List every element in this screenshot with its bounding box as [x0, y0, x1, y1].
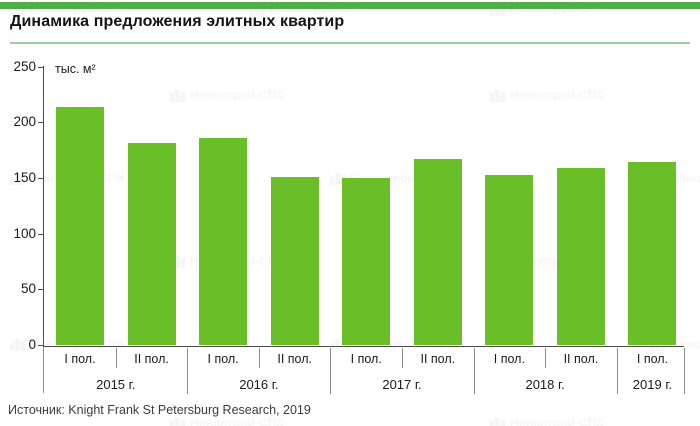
y-axis-tick	[38, 66, 43, 68]
bar-2016-h2	[270, 176, 319, 345]
bar-2015-h1	[56, 106, 104, 345]
watermark-text: Новострой-СПб	[670, 171, 700, 185]
bar-2016-h1	[199, 137, 248, 345]
watermark-building-icon	[170, 416, 186, 426]
y-axis-tick	[38, 177, 43, 179]
y-axis-tick	[38, 345, 43, 346]
year-separator-line	[616, 348, 618, 394]
source-note: Источник: Knight Frank St Petersburg Res…	[8, 403, 311, 417]
x-axis-half-label: I пол.	[207, 352, 239, 366]
y-axis-tick	[38, 122, 43, 124]
watermark-text: Новострой-СПб	[510, 88, 604, 102]
half-separator-line	[545, 348, 547, 368]
bar-2018-h1	[485, 174, 534, 345]
watermark: Новострой-СПб	[490, 416, 604, 426]
watermark-text: Новострой-СПб	[510, 416, 604, 426]
bar-2019-h1	[628, 162, 677, 345]
watermark-building-icon	[250, 2, 266, 16]
y-axis-tick-label: 200	[13, 114, 36, 130]
x-axis-half-label: I пол.	[636, 352, 669, 366]
x-axis-half-label: II пол.	[277, 352, 312, 366]
watermark: Новострой-СПб	[490, 88, 604, 102]
y-axis-tick-label: 50	[20, 281, 36, 297]
y-axis-tick-label: 0	[28, 337, 36, 352]
watermark: Новострой-СПб	[170, 88, 284, 102]
brand-top-strip	[0, 2, 700, 9]
watermark-building-icon	[490, 416, 506, 426]
year-separator-line	[473, 348, 475, 394]
watermark: Новострой-СПб	[250, 2, 364, 16]
x-axis-year-label: 2016 г.	[239, 377, 279, 392]
title-underline	[10, 42, 690, 44]
y-axis-tick	[38, 233, 43, 235]
bar-2015-h2	[127, 143, 176, 345]
y-axis-tick	[38, 289, 43, 291]
x-axis-year-label: 2015 г.	[96, 377, 136, 392]
watermark: Новострой-СПб	[490, 2, 604, 16]
year-separator-line	[330, 348, 332, 394]
watermark-text: Новострой-СПб	[30, 2, 124, 16]
watermark-text: Новострой-СПб	[190, 416, 284, 426]
watermark: Новострой-СПб	[170, 416, 284, 426]
y-axis-tick-label: 150	[13, 169, 36, 185]
x-axis-half-label: I пол.	[493, 352, 525, 366]
watermark-building-icon	[490, 2, 506, 16]
half-separator-line	[258, 348, 260, 368]
bar-2017-h2	[413, 158, 462, 345]
chart-title: Динамика предложения элитных квартир	[10, 13, 345, 30]
bar-2018-h2	[556, 167, 605, 345]
watermark-building-icon	[10, 337, 26, 351]
x-axis-half-label: I пол.	[64, 352, 96, 366]
bar-2017-h1	[342, 177, 391, 345]
x-axis-year-label: 2019 г.	[632, 377, 673, 392]
watermark-text: Новострой-СПб	[510, 2, 604, 16]
x-axis-half-label: II пол.	[134, 352, 169, 366]
x-axis-half-label: I пол.	[350, 352, 382, 366]
x-axis-line	[43, 346, 685, 347]
x-axis-year-label: 2017 г.	[382, 377, 422, 392]
watermark-building-icon	[10, 2, 26, 16]
y-axis-tick-label: 100	[13, 225, 36, 241]
x-axis-half-label: II пол.	[420, 352, 456, 366]
axis-left-extension-line	[43, 347, 44, 393]
watermark-text: Новострой-СПб	[270, 2, 364, 16]
y-axis-unit-label: тыс. м²	[55, 62, 96, 76]
y-axis-tick-label: 250	[13, 58, 36, 74]
y-axis-line	[43, 66, 44, 346]
watermark: Новострой-СПб	[10, 2, 124, 16]
year-separator-line	[684, 348, 686, 394]
watermark-text: Новострой-СПб	[190, 88, 284, 102]
x-axis-half-label: II пол.	[563, 352, 599, 366]
watermark-text: Новострой-СПб	[670, 337, 700, 351]
x-axis-year-label: 2018 г.	[525, 377, 565, 392]
watermark-building-icon	[10, 171, 26, 185]
watermark-building-icon	[490, 88, 506, 102]
half-separator-line	[402, 348, 404, 368]
half-separator-line	[115, 348, 117, 368]
watermark-building-icon	[170, 88, 186, 102]
year-separator-line	[187, 348, 189, 394]
